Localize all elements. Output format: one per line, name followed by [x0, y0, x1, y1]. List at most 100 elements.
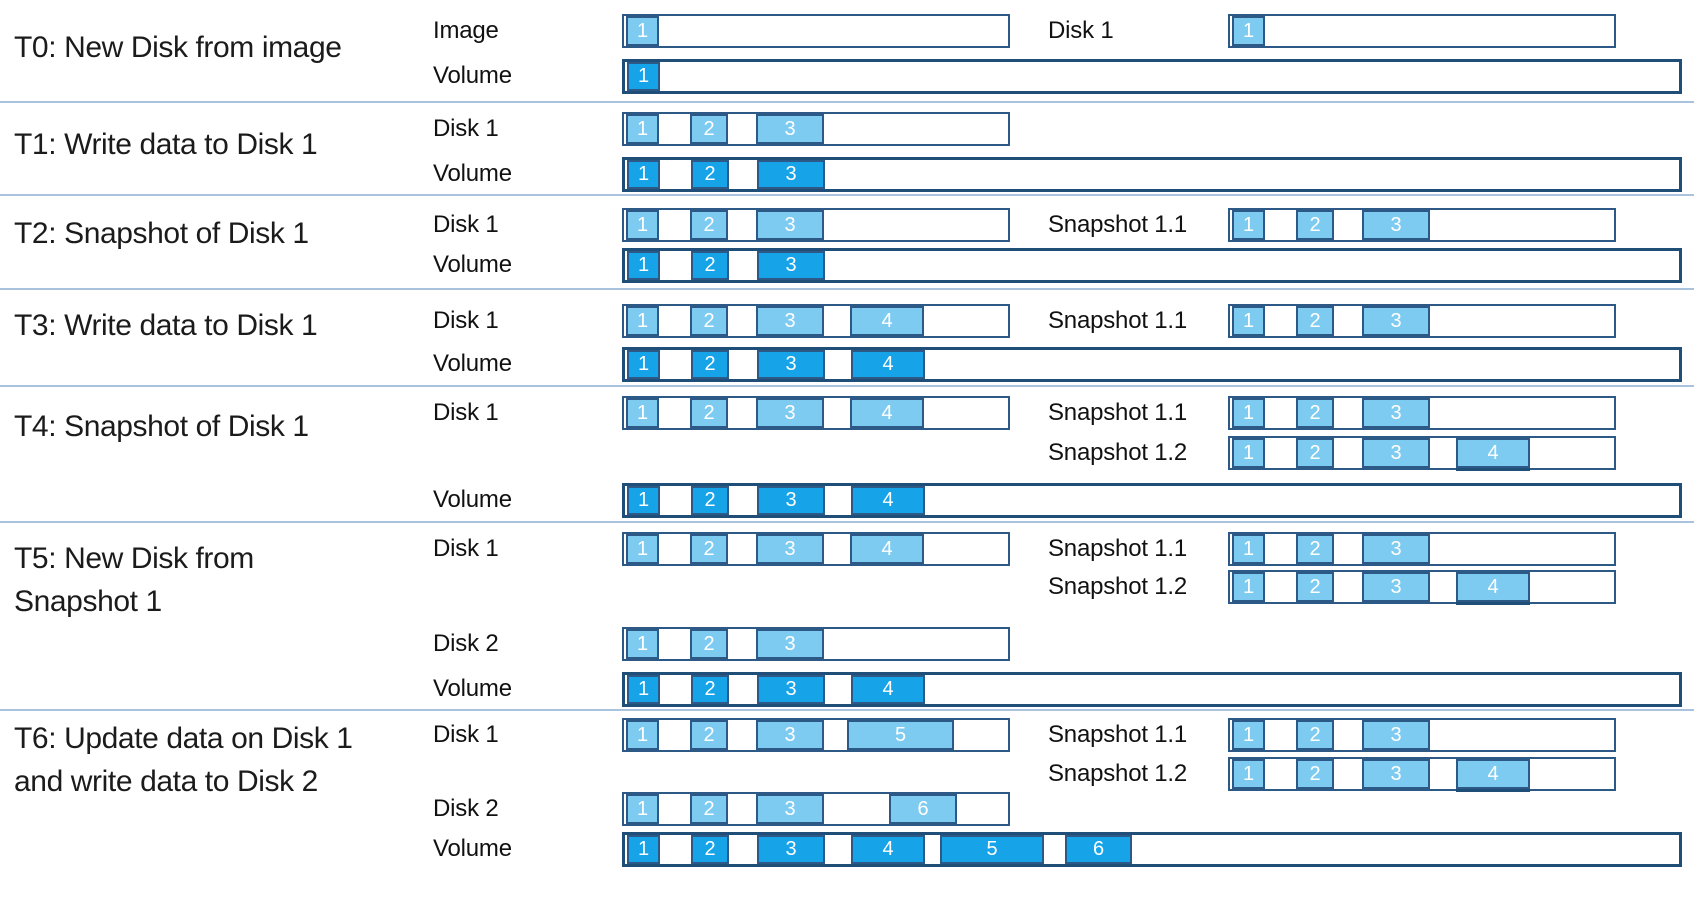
block-2: 2: [691, 675, 729, 704]
block-3: 3: [756, 794, 824, 824]
track-label-snapshot-1-2: Snapshot 1.2: [1048, 439, 1188, 466]
track-label-volume: Volume: [433, 251, 512, 278]
block-3: 3: [757, 251, 825, 280]
row-title-line: and write data to Disk 2: [14, 765, 318, 798]
track-label-disk-2: Disk 2: [433, 630, 499, 657]
block-6: 6: [889, 794, 957, 824]
block-2: 2: [1296, 759, 1334, 789]
bar-disk-1: 1: [1228, 14, 1616, 48]
track-label-snapshot-1-1: Snapshot 1.1: [1048, 211, 1188, 238]
block-1: 1: [1232, 398, 1265, 428]
block-3: 3: [756, 114, 824, 144]
row-title: T5: New Disk from Snapshot 1: [14, 537, 254, 623]
block-2: 2: [691, 835, 729, 864]
block-3: 3: [1362, 534, 1430, 564]
block-3: 3: [756, 720, 824, 750]
block-1: 1: [626, 306, 659, 336]
block-4: 4: [850, 306, 924, 336]
block-1: 1: [626, 534, 659, 564]
timeline-row-t1: T1: Write data to Disk 1 Disk 1 1 2 3 Volume 1…: [0, 103, 1694, 196]
block-2: 2: [690, 210, 728, 240]
block-1: 1: [627, 675, 660, 704]
block-2: 2: [1296, 210, 1334, 240]
track-label-snapshot-1-1: Snapshot 1.1: [1048, 721, 1188, 748]
block-3: 3: [756, 210, 824, 240]
block-3: 3: [756, 534, 824, 564]
block-1: 1: [1232, 534, 1265, 564]
block-3: 3: [1362, 572, 1430, 602]
block-3: 3: [757, 675, 825, 704]
block-2: 2: [691, 486, 729, 515]
row-title-line: T4: Snapshot of Disk 1: [14, 410, 309, 443]
row-title: T1: Write data to Disk 1: [14, 123, 318, 166]
block-4: 4: [851, 486, 925, 515]
track-label-volume: Volume: [433, 486, 512, 513]
track-label-disk-1: Disk 1: [433, 399, 499, 426]
track-label-volume: Volume: [433, 62, 512, 89]
timeline-row-t0: T0: New Disk from image Image 1 Disk 1 1 Volu…: [0, 0, 1694, 103]
block-4: 4: [851, 835, 925, 864]
track-label-disk-1: Disk 1: [433, 535, 499, 562]
block-2: 2: [1296, 438, 1334, 468]
block-1: 1: [627, 486, 660, 515]
block-1: 1: [626, 398, 659, 428]
block-3: 3: [1362, 438, 1430, 468]
track-label-disk-1: Disk 1: [433, 721, 499, 748]
track-label-image: Image: [433, 17, 499, 44]
track-label-volume: Volume: [433, 350, 512, 377]
track-label-disk-2: Disk 2: [433, 795, 499, 822]
block-3: 3: [756, 398, 824, 428]
block-2: 2: [691, 160, 729, 189]
track-label-snapshot-1-2: Snapshot 1.2: [1048, 573, 1188, 600]
block-6: 6: [1065, 835, 1132, 864]
track-label-disk-1: Disk 1: [433, 307, 499, 334]
row-title: T0: New Disk from image: [14, 26, 342, 69]
block-1: 1: [1232, 16, 1265, 46]
block-1: 1: [626, 720, 659, 750]
block-2: 2: [1296, 572, 1334, 602]
block-1: 1: [1232, 306, 1265, 336]
block-2: 2: [1296, 306, 1334, 336]
block-4: 4: [1456, 759, 1530, 789]
block-4: 4: [850, 398, 924, 428]
track-label-volume: Volume: [433, 160, 512, 187]
bar-volume: 1: [622, 59, 1682, 94]
track-label-disk-1: Disk 1: [1048, 17, 1114, 44]
block-1: 1: [626, 16, 659, 46]
track-label-snapshot-1-1: Snapshot 1.1: [1048, 535, 1188, 562]
block-3: 3: [1362, 720, 1430, 750]
track-label-volume: Volume: [433, 675, 512, 702]
track-label-snapshot-1-2: Snapshot 1.2: [1048, 760, 1188, 787]
block-3: 3: [757, 350, 825, 379]
track-label-disk-1: Disk 1: [433, 211, 499, 238]
block-3: 3: [757, 160, 825, 189]
block-2: 2: [1296, 398, 1334, 428]
block-1: 1: [626, 794, 659, 824]
block-5: 5: [940, 835, 1044, 864]
timeline-row-t3: T3: Write data to Disk 1 Disk 1 1 2 3 4 Snapsh…: [0, 290, 1694, 387]
block-3: 3: [757, 835, 825, 864]
row-title: T2: Snapshot of Disk 1: [14, 212, 309, 255]
timeline-row-t4: T4: Snapshot of Disk 1 Disk 1 1 2 3 4 Snapshot…: [0, 387, 1694, 523]
block-2: 2: [1296, 720, 1334, 750]
timeline-row-t5: T5: New Disk from Snapshot 1 Disk 1 1 2 3 4 Sna…: [0, 523, 1694, 711]
block-1: 1: [1232, 720, 1265, 750]
row-title-line: T5: New Disk from: [14, 542, 254, 575]
block-2: 2: [690, 629, 728, 659]
block-3: 3: [757, 486, 825, 515]
block-1: 1: [626, 629, 659, 659]
row-title-line: T3: Write data to Disk 1: [14, 309, 318, 342]
